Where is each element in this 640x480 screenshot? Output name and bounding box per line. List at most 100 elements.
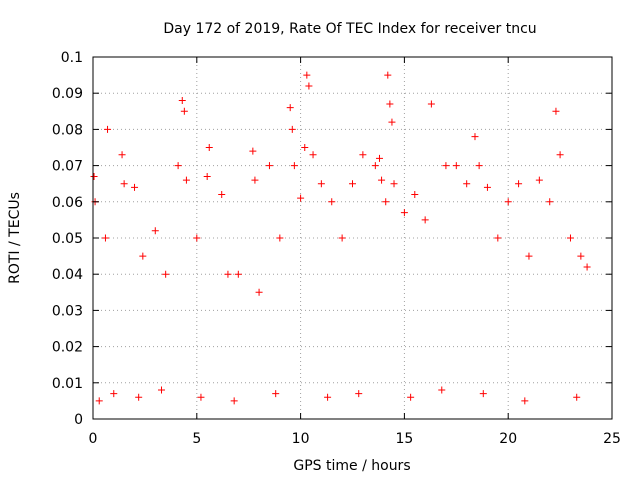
data-point	[407, 393, 415, 401]
data-point	[234, 270, 242, 278]
data-point	[384, 71, 392, 79]
data-point	[158, 386, 166, 394]
y-tick-label: 0.03	[52, 303, 83, 319]
data-point	[438, 386, 446, 394]
data-point	[577, 252, 585, 260]
data-point	[230, 397, 238, 405]
data-point	[203, 172, 211, 180]
data-point	[118, 151, 126, 159]
y-tick-label: 0	[74, 412, 83, 428]
data-point	[355, 390, 363, 398]
data-point	[421, 216, 429, 224]
data-point	[290, 162, 298, 170]
data-point	[131, 183, 139, 191]
y-tick-label: 0.08	[52, 122, 83, 138]
data-point	[104, 125, 112, 133]
data-point	[390, 180, 398, 188]
y-tick-label: 0.09	[52, 86, 83, 102]
data-point	[276, 234, 284, 242]
y-tick-label: 0.01	[52, 376, 83, 392]
x-axis-label: GPS time / hours	[293, 458, 410, 474]
data-point	[556, 151, 564, 159]
data-point	[197, 393, 205, 401]
data-point	[255, 288, 263, 296]
data-point	[286, 104, 294, 112]
grid-lines	[93, 57, 612, 419]
data-point	[494, 234, 502, 242]
data-point	[303, 71, 311, 79]
data-point	[479, 390, 487, 398]
data-point	[305, 82, 313, 90]
data-point	[272, 390, 280, 398]
data-point	[205, 144, 213, 151]
data-points	[90, 71, 591, 405]
data-point	[359, 151, 367, 159]
y-tick-label: 0.05	[52, 231, 83, 247]
data-point	[566, 234, 574, 242]
y-tick-label: 0.02	[52, 340, 83, 356]
data-point	[110, 390, 118, 398]
data-point	[471, 133, 479, 141]
data-point	[193, 234, 201, 242]
data-point	[182, 176, 190, 184]
chart-title: Day 172 of 2019, Rate Of TEC Index for r…	[163, 21, 536, 37]
data-point	[525, 252, 533, 260]
data-point	[452, 162, 460, 170]
data-point	[463, 180, 471, 188]
data-point	[521, 397, 529, 405]
data-point	[386, 100, 394, 108]
data-point	[151, 227, 159, 235]
y-tick-label: 0.04	[52, 267, 83, 283]
data-point	[309, 151, 317, 159]
data-point	[249, 147, 257, 155]
x-tick-label: 0	[89, 431, 98, 447]
y-tick-label: 0.1	[61, 50, 83, 66]
data-point	[411, 191, 419, 199]
data-point	[475, 162, 483, 170]
axis-ticks: 0 0.01 0.02 0.03 0.04 0.05 0.06 0.07 0.08 0.09 0.1…	[52, 50, 621, 447]
y-tick-label: 0.06	[52, 195, 83, 211]
data-point	[328, 198, 336, 206]
data-point	[297, 194, 305, 202]
data-point	[535, 176, 543, 184]
data-point	[101, 234, 109, 242]
data-point	[180, 107, 188, 115]
x-tick-label: 15	[395, 431, 413, 447]
data-point	[251, 176, 259, 184]
x-tick-label: 5	[192, 431, 201, 447]
data-point	[178, 96, 186, 104]
data-point	[95, 397, 103, 405]
data-point	[224, 270, 232, 278]
data-point	[515, 180, 523, 188]
data-point	[218, 191, 226, 199]
data-point	[90, 172, 98, 180]
x-tick-label: 20	[499, 431, 517, 447]
data-point	[301, 144, 309, 151]
x-tick-label: 10	[292, 431, 310, 447]
data-point	[324, 393, 332, 401]
data-point	[375, 154, 383, 162]
data-point	[288, 125, 296, 133]
data-point	[317, 180, 325, 188]
data-point	[552, 107, 560, 115]
data-point	[382, 198, 390, 206]
data-point	[427, 100, 435, 108]
data-point	[120, 180, 128, 188]
data-point	[371, 162, 379, 170]
data-point	[338, 234, 346, 242]
plot-frame	[92, 56, 613, 420]
data-point	[504, 198, 512, 206]
data-point	[546, 198, 554, 206]
data-point	[135, 393, 143, 401]
data-point	[174, 162, 182, 170]
data-point	[265, 162, 273, 170]
data-point	[583, 263, 591, 271]
data-point	[400, 209, 408, 217]
y-axis-label: ROTI / TECUs	[7, 192, 23, 284]
data-point	[349, 180, 356, 188]
data-point	[483, 183, 491, 191]
data-point	[573, 393, 581, 401]
y-tick-label: 0.07	[52, 159, 83, 175]
data-point	[162, 270, 170, 278]
